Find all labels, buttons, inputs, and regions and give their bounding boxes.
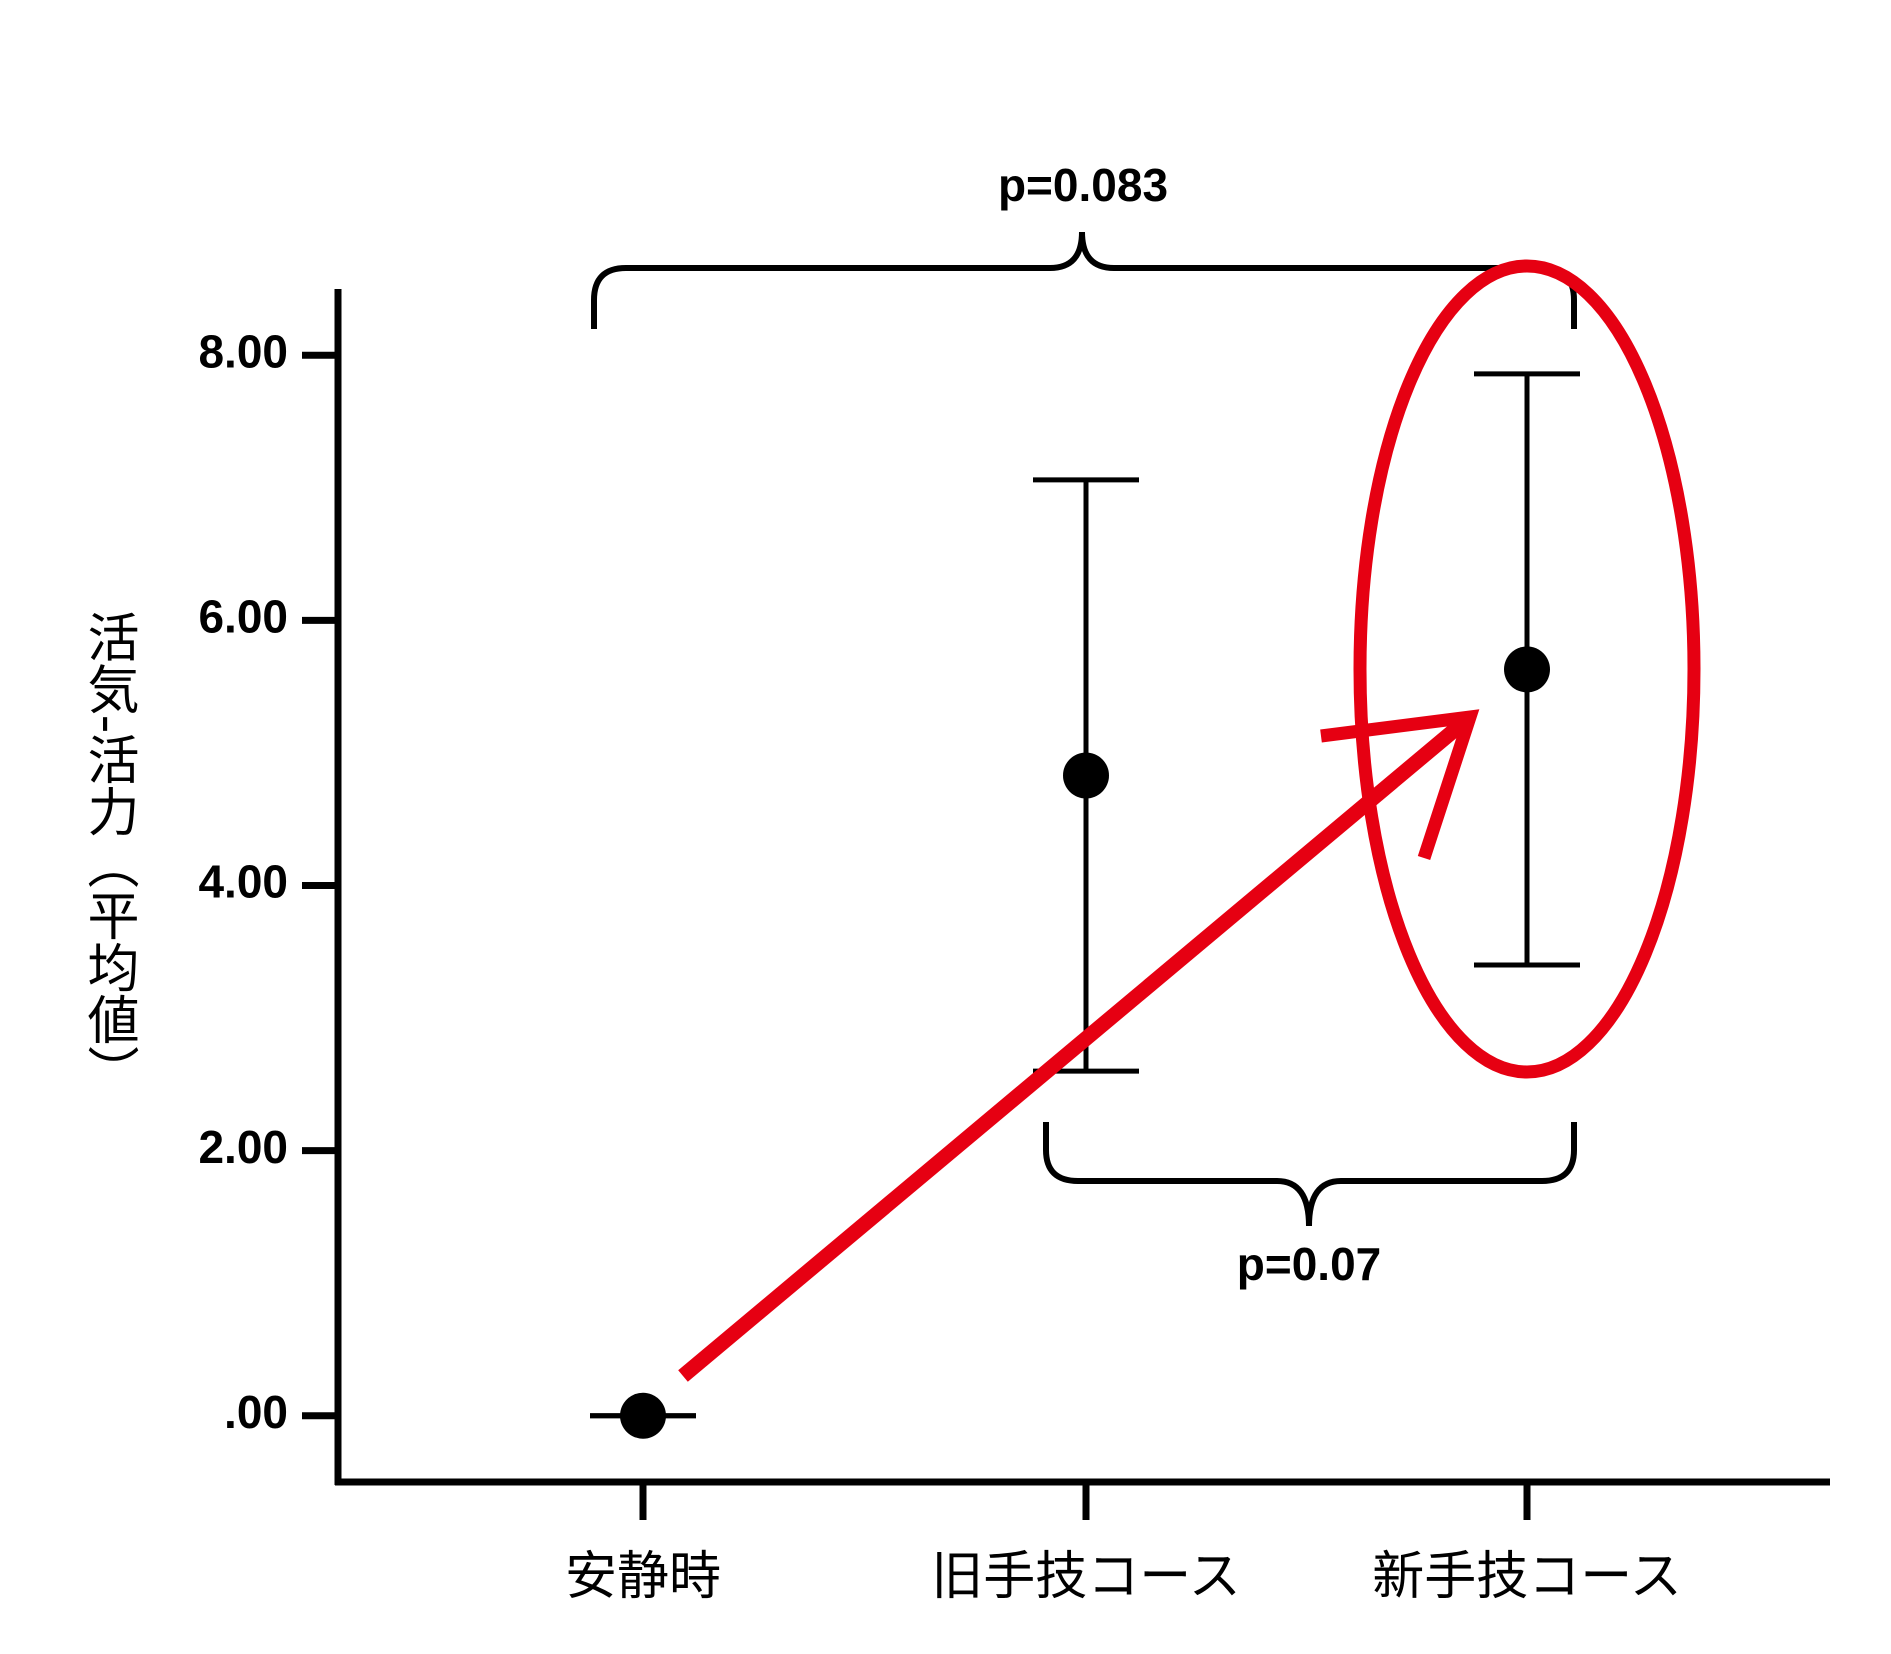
p-value-label: p=0.083 [998,159,1168,211]
y-tick-label: 2.00 [198,1121,288,1173]
mean-point [620,1392,666,1439]
p-value-label: p=0.07 [1237,1238,1382,1290]
mean-point [1063,752,1109,799]
bracket [591,231,1577,329]
arrow [678,711,1475,1382]
bracket [1043,1122,1577,1227]
x-tick-label: 新手技コース [1372,1547,1681,1607]
y-tick-label: 6.00 [198,591,288,643]
plot-area: .00 2.00 4.00 6.00 8.00 安静時 旧手技コース 新手技コース [198,325,1681,1607]
y-tick-label: 4.00 [198,856,288,908]
x-tick-label: 安静時 [565,1547,721,1607]
highlight-ellipse [1353,259,1701,1079]
y-tick-label: .00 [224,1386,288,1438]
y-axis-label: 活気-活力（平均値） [78,611,139,1098]
mean-point [1504,646,1550,693]
y-tick-label: 8.00 [198,325,288,377]
arrow-head [1320,709,1480,861]
x-tick-label: 旧手技コース [931,1547,1240,1607]
